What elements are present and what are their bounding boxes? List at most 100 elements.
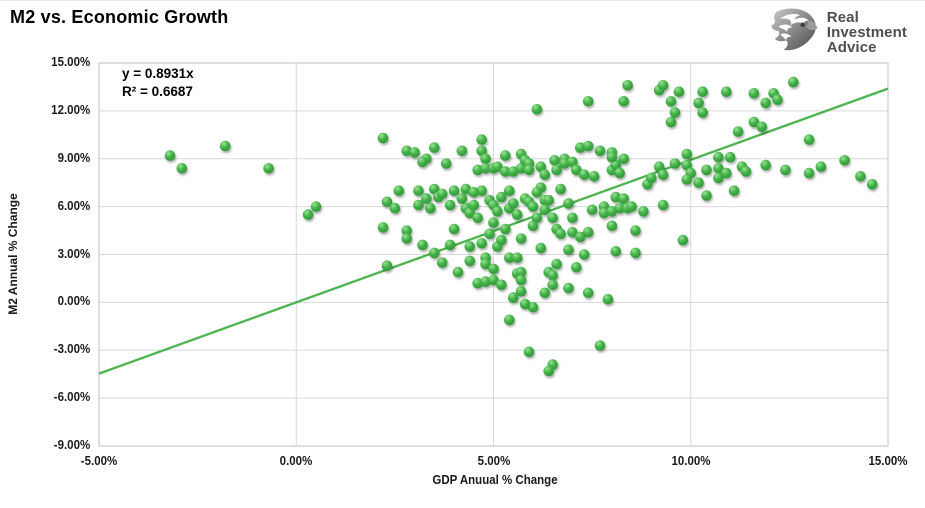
scatter-point — [417, 239, 428, 251]
y-axis-tick-label: 3.00% — [57, 246, 91, 261]
scatter-point — [815, 161, 827, 172]
scatter-point — [681, 174, 693, 185]
y-axis-tick-label: -9.00% — [53, 438, 91, 452]
scatter-point — [527, 220, 539, 232]
scatter-point — [164, 150, 176, 161]
x-axis-tick-label: 15.00% — [868, 454, 908, 468]
scatter-point — [476, 185, 488, 196]
scatter-point — [732, 126, 744, 137]
scatter-point — [425, 202, 436, 214]
x-axis-tick-label: 5.00% — [477, 454, 510, 468]
scatter-point — [610, 246, 622, 257]
scatter-point — [500, 150, 511, 161]
scatter-point — [436, 257, 448, 268]
scatter-point — [472, 212, 484, 224]
scatter-point — [748, 116, 760, 128]
scatter-point — [504, 185, 515, 196]
scatter-point — [543, 194, 554, 206]
scatter-point — [669, 158, 681, 169]
scatter-point — [724, 151, 736, 163]
scatter-point — [409, 147, 420, 158]
scatter-point — [500, 223, 511, 235]
scatter-point — [571, 164, 582, 176]
scatter-point — [614, 202, 625, 214]
scatter-point — [588, 171, 600, 182]
scatter-point — [866, 179, 878, 190]
scatter-point — [472, 277, 484, 289]
scatter-point — [511, 209, 523, 220]
scatter-point — [673, 86, 685, 97]
scatter-point — [535, 161, 547, 172]
scatter-point — [401, 145, 413, 157]
scatter-point — [413, 199, 424, 211]
scatter-point — [480, 163, 491, 174]
scatter-point — [630, 247, 641, 259]
scatter-point — [547, 269, 558, 281]
scatter-point — [440, 158, 452, 169]
scatter-point — [602, 293, 614, 305]
scatter-point — [448, 223, 460, 235]
scatter-point — [488, 263, 499, 275]
scatter-point — [421, 193, 432, 204]
scatter-point — [669, 107, 681, 118]
scatter-point — [803, 167, 815, 179]
scatter-point — [677, 234, 689, 246]
scatter-point — [263, 163, 274, 174]
scatter-point — [389, 202, 401, 214]
scatter-point — [417, 156, 428, 168]
scatter-point — [456, 145, 468, 157]
scatter-point — [610, 191, 622, 203]
scatter-point — [377, 222, 389, 233]
scatter-point — [436, 188, 448, 200]
scatter-point — [630, 225, 641, 236]
x-axis-title: GDP Anuual % Change — [432, 473, 558, 487]
scatter-point — [697, 107, 708, 118]
scatter-point — [476, 238, 488, 249]
scatter-point — [582, 226, 594, 238]
scatter-point — [511, 252, 523, 263]
scatter-point — [598, 207, 610, 219]
scatter-point — [721, 86, 732, 97]
scatter-point — [429, 142, 440, 153]
scatter-point — [657, 169, 669, 180]
scatter-point — [507, 198, 519, 209]
scatter-point — [377, 132, 389, 144]
scatter-point — [531, 187, 543, 198]
real-investment-advice-logo: Real Investment Advice — [768, 7, 907, 58]
scatter-point — [539, 169, 551, 180]
scatter-point — [555, 183, 566, 195]
scatter-point — [531, 104, 543, 115]
logo-line-real: Real — [826, 9, 859, 26]
scatter-point — [492, 161, 503, 172]
scatter-point — [464, 255, 476, 267]
scatter-point — [582, 140, 594, 152]
scatter-point — [547, 279, 558, 291]
scatter-point — [606, 151, 618, 163]
scatter-point — [555, 228, 566, 240]
scatter-point — [429, 247, 440, 259]
scatter-point — [760, 159, 771, 171]
scatter-point — [614, 167, 625, 179]
scatter-point — [772, 94, 783, 105]
scatter-point — [559, 158, 570, 169]
x-axis-tick-label: -5.00% — [80, 454, 118, 468]
scatter-point — [586, 204, 598, 216]
scatter-point — [638, 206, 649, 217]
scatter-point — [523, 346, 535, 358]
scatter-point — [539, 204, 551, 216]
scatter-point — [515, 285, 527, 297]
scatter-point — [563, 282, 574, 294]
gridlines — [98, 62, 889, 447]
scatter-point — [571, 262, 582, 273]
scatter-point — [748, 88, 760, 99]
scatter-point — [713, 163, 724, 174]
scatter-point — [547, 212, 558, 224]
scatter-point — [665, 116, 677, 128]
scatter-point — [381, 260, 393, 272]
scatter-point — [788, 76, 799, 88]
scatter-point — [563, 244, 574, 255]
scatter-point — [626, 201, 637, 212]
scatter-point — [803, 134, 815, 145]
scatter-point — [496, 279, 507, 291]
x-axis-tick-label: 0.00% — [279, 454, 313, 468]
